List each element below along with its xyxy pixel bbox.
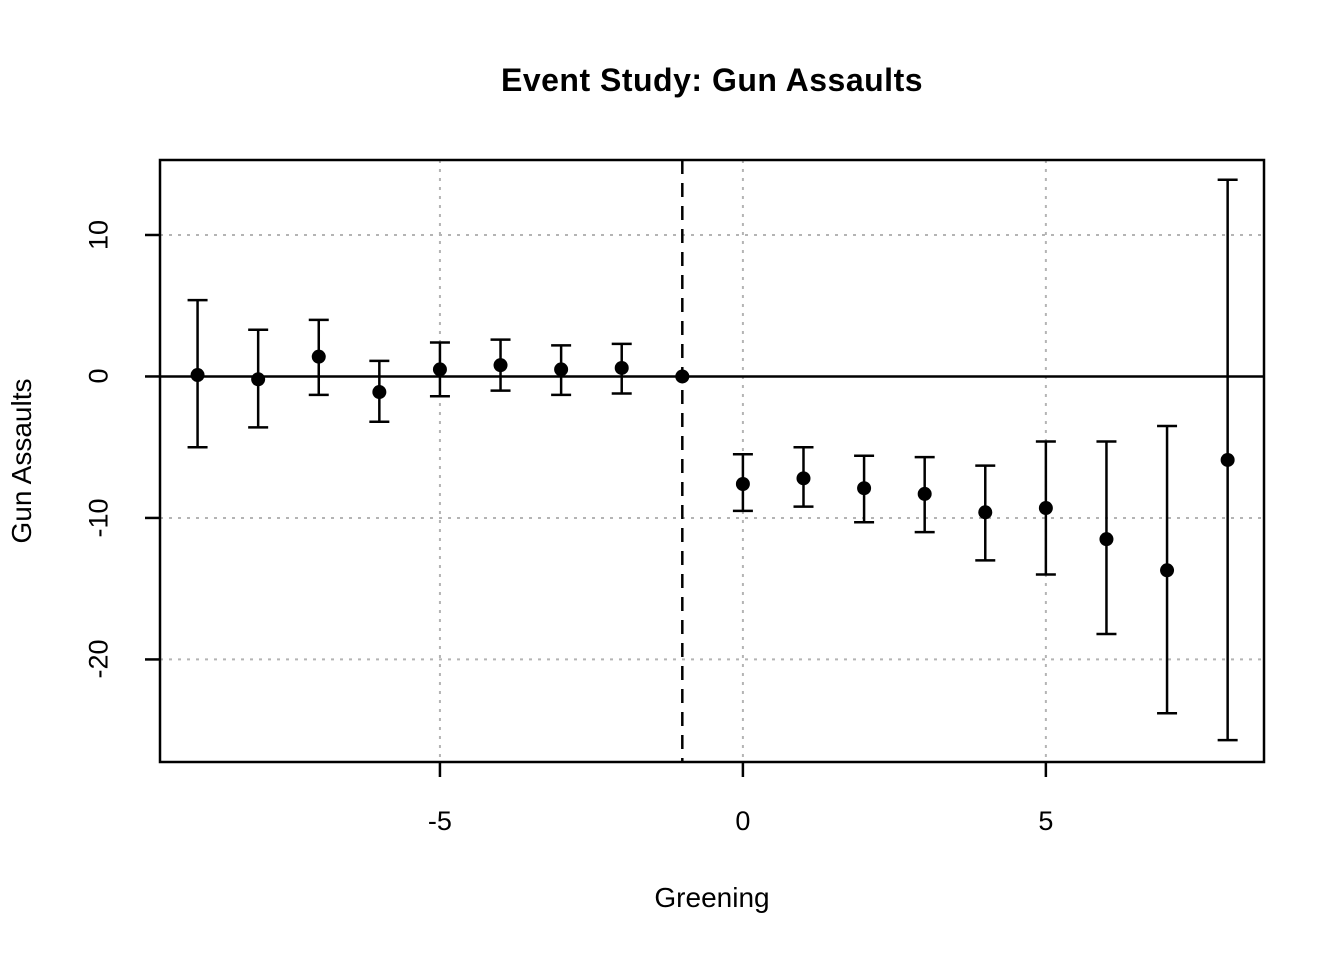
point-estimate [1038,501,1053,516]
point-estimate [675,369,690,384]
y-axis-label: Gun Assaults [6,378,37,544]
y-tick-label: -20 [83,639,114,679]
x-tick-label: 0 [735,806,751,836]
point-estimate [1160,563,1175,578]
point-estimate [857,481,872,496]
y-tick-label: -10 [83,498,114,538]
point-estimate [978,505,993,520]
point-estimate [190,368,205,383]
x-axis-label: Greening [654,882,770,913]
point-estimate [796,471,811,486]
chart-title: Event Study: Gun Assaults [500,62,924,98]
point-estimate [1099,532,1114,547]
point-estimate [251,372,266,387]
point-estimate [614,360,629,375]
point-estimate [735,476,750,491]
plot-box [158,158,1266,764]
y-tick-label: 0 [83,368,114,384]
x-tick-label: 5 [1038,806,1054,836]
point-estimate [917,486,932,501]
y-tick-label: 10 [83,219,114,251]
point-estimate [432,362,447,377]
x-tick-label: -5 [427,806,452,836]
point-estimate [372,385,387,400]
point-estimate [311,349,326,364]
point-estimate [493,358,508,373]
point-estimate [1220,452,1235,467]
point-estimate [554,362,569,377]
